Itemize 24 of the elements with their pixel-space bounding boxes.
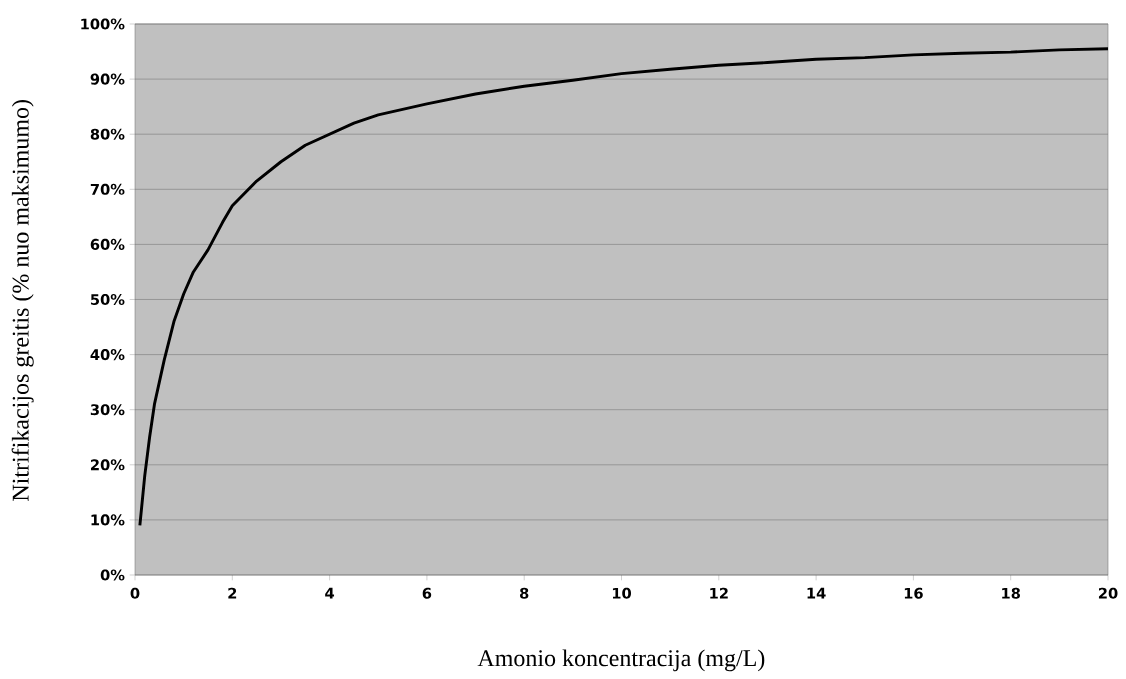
y-tick-label: 70% [90,183,125,195]
y-tick-label: 30% [90,404,125,416]
x-tick-label: 0 [130,587,140,599]
x-tick-label: 14 [807,587,826,599]
x-tick-label: 10 [612,587,631,599]
x-tick-label: 16 [904,587,923,599]
x-tick-label: 12 [710,587,728,599]
x-tick-label: 2 [228,587,237,599]
y-tick-label: 0% [100,569,125,581]
y-axis-title: Nitrifikacijos greitis (% nuo maksimumo) [11,100,34,501]
x-tick-label: 4 [325,587,335,599]
y-tick-label: 90% [90,73,125,85]
y-tick-label: 10% [91,514,125,526]
y-tick-label: 50% [90,293,125,306]
y-tick-label: 60% [90,238,125,250]
y-tick-label: 80% [90,128,125,140]
x-tick-label: 20 [1098,587,1118,599]
x-axis-title: Amonio koncentracija (mg/L) [477,649,765,672]
y-tick-label: 100% [81,18,125,30]
y-tick-label: 40% [90,349,125,361]
y-tick-label: 20% [91,459,125,471]
x-tick-label: 18 [1002,587,1020,599]
x-tick-label: 8 [520,587,529,599]
x-tick-label: 6 [422,587,432,599]
